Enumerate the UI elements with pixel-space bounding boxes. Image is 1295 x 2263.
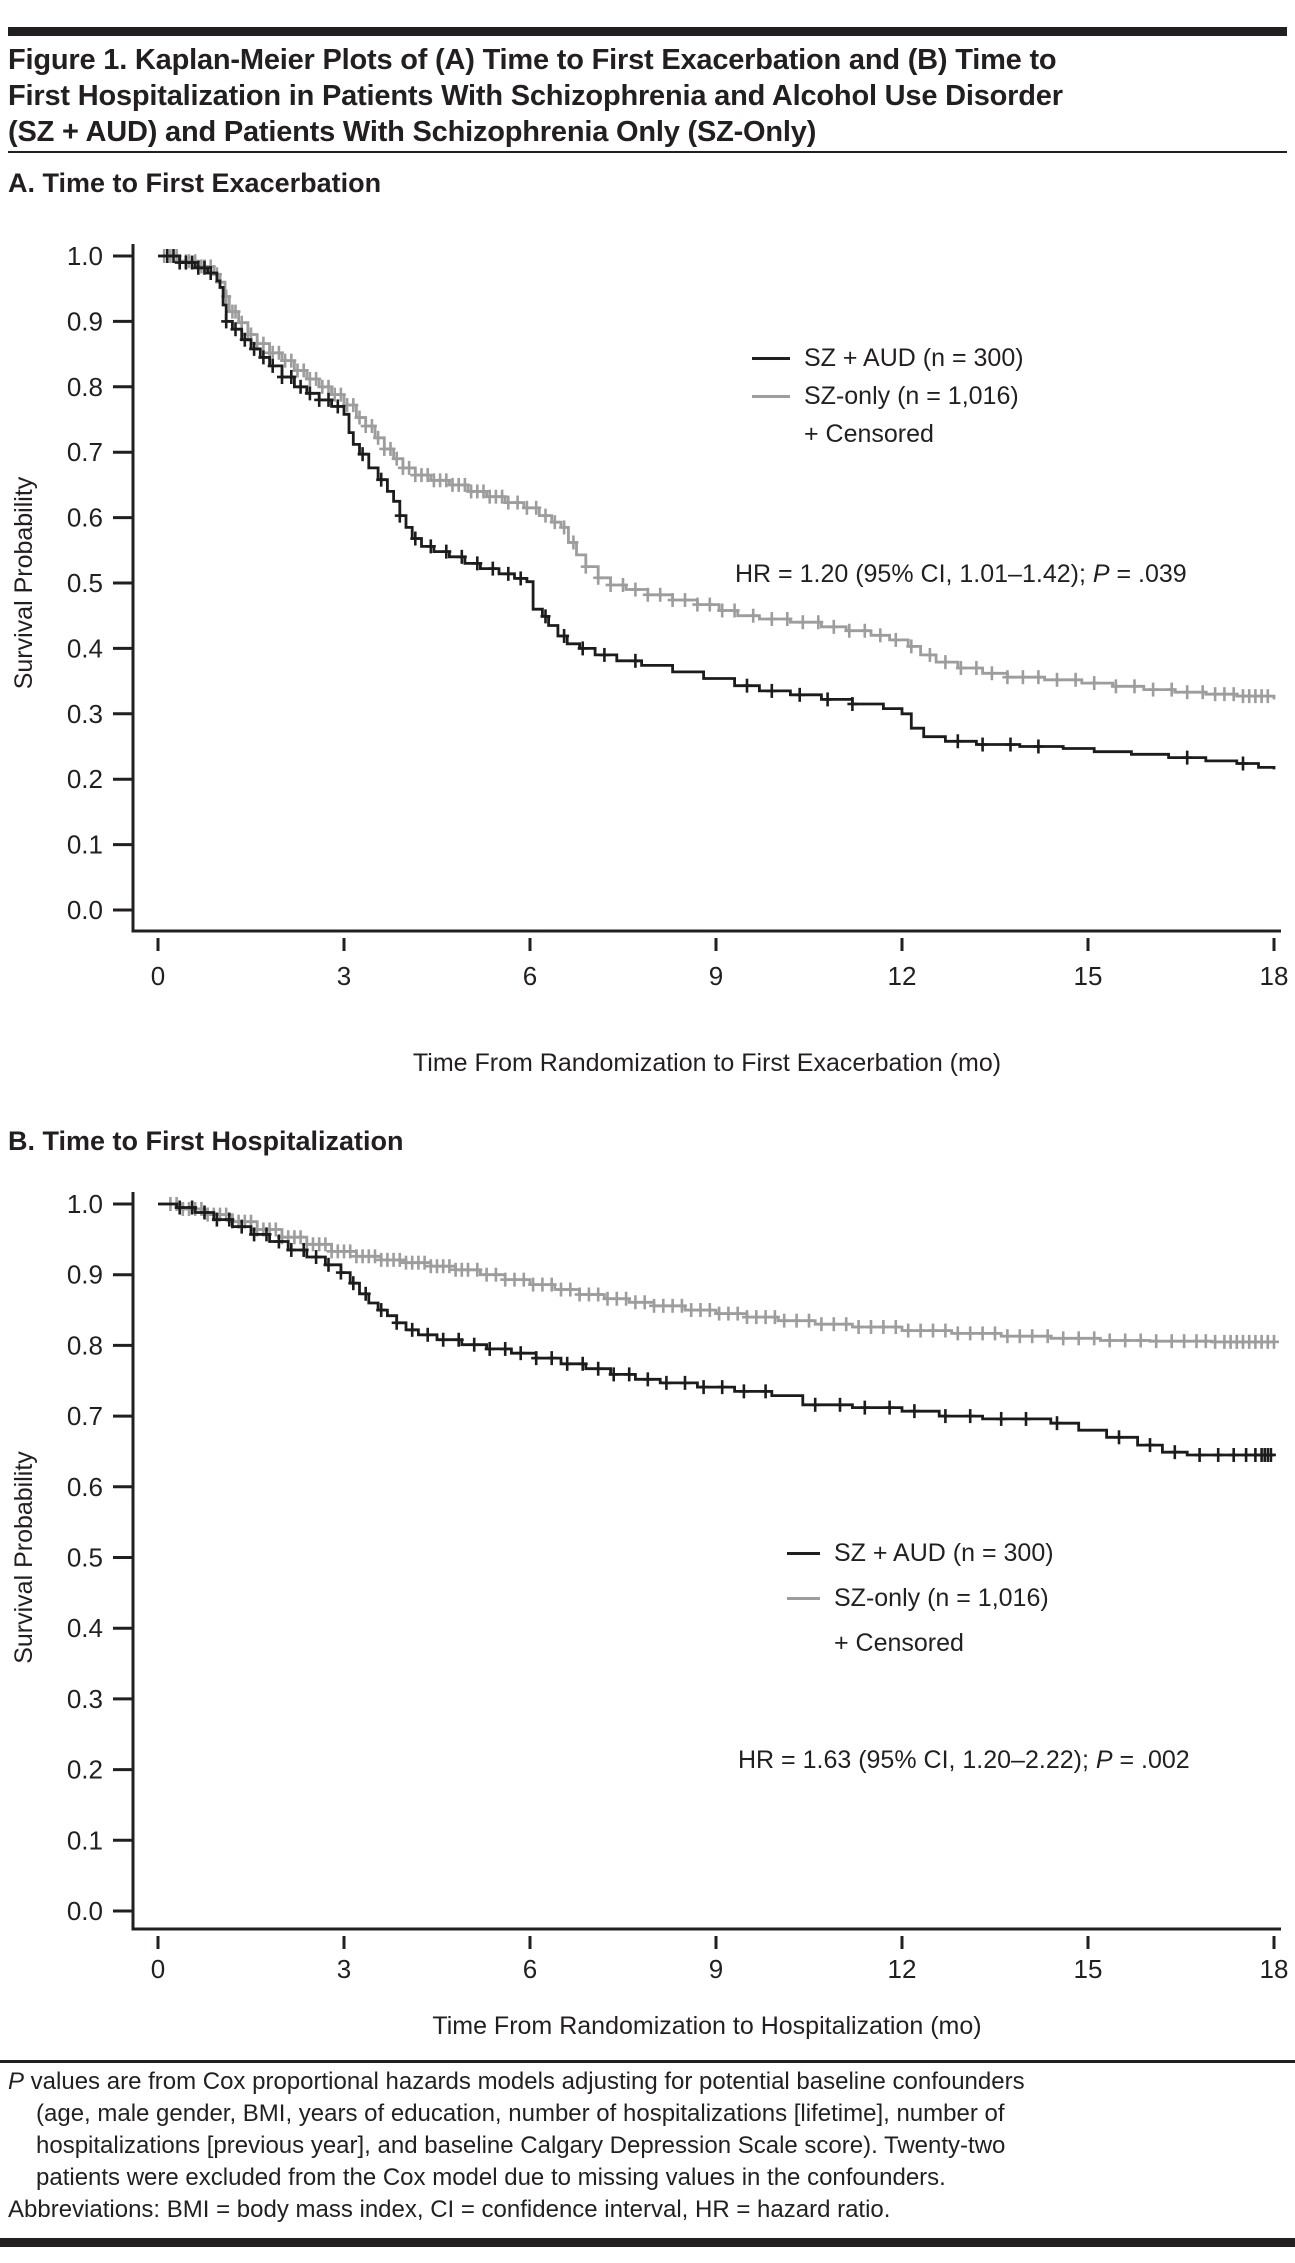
figure-title: Figure 1. Kaplan-Meier Plots of (A) Time… (8, 42, 1292, 150)
footnote-line: hospitalizations [previous year], and ba… (36, 2132, 1006, 2159)
km-curve-sz-only (158, 254, 1276, 700)
hr-text: HR = 1.20 (95% CI, 1.01–1.42); (735, 560, 1093, 588)
panel-b-legend: SZ + AUD (n = 300) SZ-only (n = 1,016) +… (787, 1531, 1054, 1666)
y-tick-label: 0.6 (67, 1472, 103, 1502)
y-tick-label: 1.0 (67, 241, 103, 271)
panel-b-heading: B. Time to First Hospitalization (8, 1126, 404, 1156)
footnote: P values are from Cox proportional hazar… (8, 2066, 1290, 2226)
legend-label: + Censored (804, 419, 934, 448)
y-tick-label: 0.1 (67, 1825, 103, 1855)
bottom-rule (0, 2238, 1295, 2247)
top-rule (8, 27, 1287, 36)
y-tick-label: 0.4 (67, 633, 103, 663)
x-tick-label: 9 (709, 1954, 723, 1984)
sz-only-line-swatch (752, 394, 790, 398)
y-axis-title: Survival Probability (10, 476, 38, 689)
y-tick-label: 0.3 (67, 699, 103, 729)
x-tick-label: 6 (523, 961, 537, 991)
y-tick-label: 1.0 (67, 1189, 103, 1219)
x-axis-title: Time From Randomization to First Exacerb… (413, 1049, 1001, 1077)
legend-label: SZ-only (n = 1,016) (834, 1584, 1049, 1612)
legend-label: SZ + AUD (n = 300) (804, 343, 1024, 372)
legend-label: SZ-only (n = 1,016) (804, 381, 1019, 410)
footnote-divider-rule (0, 2060, 1295, 2063)
panel-b-plot: 0.0 0.1 0.2 0.3 0.4 0.5 0.6 0.7 0.8 0.9 1.0 0 3 6 9 12 1… (10, 1189, 1289, 2040)
p-value: = .002 (1112, 1746, 1190, 1774)
y-tick-label: 0.2 (67, 764, 103, 794)
legend-item-sz-aud: SZ + AUD (n = 300) (752, 339, 1024, 377)
footnote-lines: P values are from Cox proportional hazar… (8, 2066, 1290, 2226)
x-tick-label: 12 (888, 961, 917, 991)
sz-aud-line-swatch (752, 356, 790, 360)
legend-item-sz-aud: SZ + AUD (n = 300) (787, 1531, 1054, 1576)
y-tick-label: 0.5 (67, 1543, 103, 1573)
km-curve-sz-aud (158, 254, 1276, 770)
figure-title-line: First Hospitalization in Patients With S… (8, 80, 1063, 112)
x-tick-label: 18 (1260, 1954, 1289, 1984)
y-tick-label: 0.1 (67, 830, 103, 860)
y-tick-label: 0.5 (67, 568, 103, 598)
x-tick-label: 18 (1260, 961, 1289, 991)
panel-b-hazard-ratio-annotation: HR = 1.63 (95% CI, 1.20–2.22); P = .002 (738, 1746, 1190, 1775)
y-tick-label: 0.3 (67, 1684, 103, 1714)
panel-a-heading: A. Time to First Exacerbation (8, 168, 382, 198)
km-curve-sz-only (158, 1202, 1274, 1344)
legend-item-sz-only: SZ-only (n = 1,016) (752, 377, 1024, 415)
legend-item-sz-only: SZ-only (n = 1,016) (787, 1576, 1054, 1621)
sz-only-line-swatch (787, 1597, 820, 1600)
x-axis-title: Time From Randomization to Hospitalizati… (432, 2012, 981, 2040)
figure-title-line: (SZ + AUD) and Patients With Schizophren… (8, 116, 817, 148)
y-tick-label: 0.9 (67, 1260, 103, 1290)
sz-aud-line-swatch (787, 1552, 820, 1555)
legend-item-censored: + Censored (752, 415, 1024, 453)
footnote-line: P values are from Cox proportional hazar… (8, 2068, 1025, 2095)
legend-label: + Censored (834, 1629, 964, 1657)
footnote-line: Abbreviations: BMI = body mass index, CI… (8, 2196, 891, 2223)
p-symbol: P (1092, 560, 1110, 588)
legend-item-censored: + Censored (787, 1621, 1054, 1666)
y-tick-label: 0.7 (67, 437, 103, 467)
figure-title-line: Figure 1. Kaplan-Meier Plots of (A) Time… (8, 44, 1057, 76)
x-tick-label: 15 (1074, 961, 1103, 991)
x-tick-label: 3 (337, 1954, 351, 1984)
legend-label: SZ + AUD (n = 300) (834, 1539, 1054, 1567)
footnote-line: (age, male gender, BMI, years of educati… (36, 2100, 1005, 2127)
x-tick-label: 15 (1074, 1954, 1103, 1984)
x-tick-label: 6 (523, 1954, 537, 1984)
title-divider-rule (8, 151, 1287, 153)
y-tick-label: 0.9 (67, 306, 103, 336)
x-tick-label: 3 (337, 961, 351, 991)
x-tick-label: 0 (151, 961, 165, 991)
panel-a-legend: SZ + AUD (n = 300) SZ-only (n = 1,016) +… (752, 339, 1024, 453)
p-value: = .039 (1109, 560, 1187, 588)
x-tick-label: 0 (151, 1954, 165, 1984)
y-tick-label: 0.7 (67, 1401, 103, 1431)
y-axis-title: Survival Probability (10, 1451, 38, 1664)
x-tick-label: 12 (888, 1954, 917, 1984)
panel-a-plot: 0.0 0.1 0.2 0.3 0.4 0.5 0.6 0.7 0.8 0.9 1.0 0 3 6 9 12 1… (10, 241, 1289, 1077)
panel-a-hazard-ratio-annotation: HR = 1.20 (95% CI, 1.01–1.42); P = .039 (735, 560, 1187, 589)
p-symbol: P (1095, 1746, 1113, 1774)
y-tick-label: 0.2 (67, 1755, 103, 1785)
y-tick-label: 0.0 (67, 1896, 103, 1926)
y-tick-label: 0.6 (67, 503, 103, 533)
footnote-line: patients were excluded from the Cox mode… (36, 2164, 946, 2191)
x-tick-label: 9 (709, 961, 723, 991)
y-tick-label: 0.0 (67, 895, 103, 925)
y-tick-label: 0.8 (67, 372, 103, 402)
y-tick-label: 0.4 (67, 1613, 103, 1643)
hr-text: HR = 1.63 (95% CI, 1.20–2.22); (738, 1746, 1096, 1774)
y-tick-label: 0.8 (67, 1330, 103, 1360)
